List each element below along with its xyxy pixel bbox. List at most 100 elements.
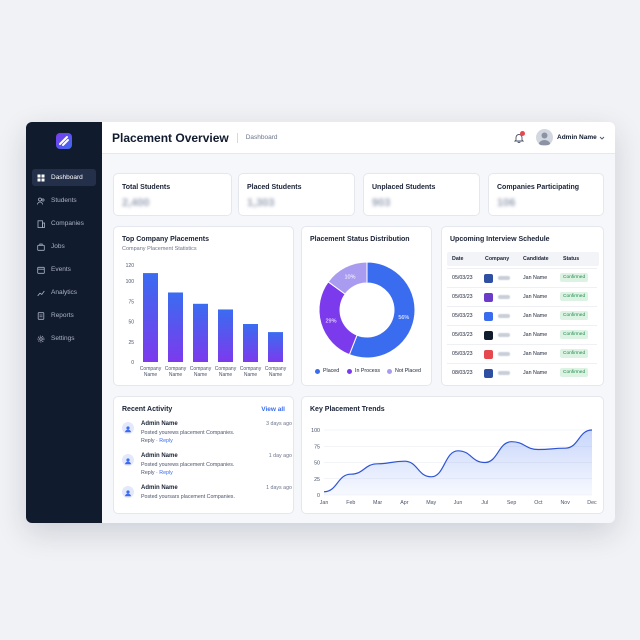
- slice-label: 29%: [325, 318, 336, 324]
- company-name-redacted: [498, 371, 510, 375]
- y-tick-label: 50: [314, 461, 320, 467]
- x-tick-label: Apr: [400, 500, 408, 506]
- y-tick-label: 25: [128, 340, 134, 346]
- users-icon: [122, 486, 134, 498]
- donut-slice: [348, 261, 416, 359]
- activity-reply: Reply · Reply: [141, 438, 173, 444]
- sidebar-item-label: Settings: [51, 335, 75, 342]
- x-tick-label: Mar: [373, 500, 382, 506]
- status-badge: Confirmed: [560, 292, 589, 301]
- stat-label: Unplaced Students: [372, 184, 436, 191]
- cell-date: 05/03/23: [452, 313, 473, 319]
- stat-card-placed-students[interactable]: Placed Students 1,303: [238, 173, 355, 216]
- x-tick-label: Sep: [507, 500, 516, 506]
- sidebar-item-reports[interactable]: Reports: [32, 307, 96, 324]
- cell-date: 08/03/23: [452, 370, 473, 376]
- cell-date: 05/03/23: [452, 332, 473, 338]
- bar: [268, 332, 283, 362]
- sidebar-item-settings[interactable]: Settings: [32, 330, 96, 347]
- activity-time: 3 days ago: [266, 421, 292, 427]
- page-title: Placement Overview: [112, 130, 229, 145]
- sidebar-item-students[interactable]: Students: [32, 192, 96, 209]
- table-row[interactable]: 05/03/23 Jan Name Confirmed: [447, 287, 597, 306]
- avatar[interactable]: [536, 129, 553, 146]
- cell-candidate: Jan Name: [523, 370, 548, 376]
- status-distribution-card: Placement Status Distribution 56% 29% 10% …: [301, 226, 432, 386]
- admin-name[interactable]: Admin Name: [557, 134, 597, 141]
- x-tick-label: Name: [144, 372, 158, 378]
- status-badge: Confirmed: [560, 349, 589, 358]
- x-tick-label: Name: [244, 372, 258, 378]
- sidebar-item-label: Reports: [51, 312, 74, 319]
- company-logo-icon: [484, 350, 493, 359]
- y-tick-label: 100: [311, 428, 320, 434]
- legend-label: Not Placed: [395, 368, 421, 374]
- app-window: Dashboard Students Companies Jobs Events Anal…: [26, 122, 615, 523]
- cell-date: 05/03/23: [452, 294, 473, 300]
- cell-candidate: Jan Name: [523, 313, 548, 319]
- table-row[interactable]: 08/03/23 Jan Name Confirmed: [447, 363, 597, 382]
- card-title: Recent Activity: [122, 406, 173, 413]
- col-date: Date: [452, 256, 464, 262]
- activity-text: Posted yourews placement Companies.: [141, 430, 235, 436]
- stat-card-total-students[interactable]: Total Students 2,400: [113, 173, 232, 216]
- card-title: Key Placement Trends: [310, 406, 385, 413]
- x-tick-label: Company: [265, 366, 287, 372]
- chat-icon: [122, 422, 134, 434]
- interview-schedule-card: Upcoming Interview Schedule Date Company…: [441, 226, 604, 386]
- table-row[interactable]: 05/03/23 Jan Name Confirmed: [447, 268, 597, 287]
- legend-label: In Process: [355, 368, 381, 374]
- card-subtitle: Company Placement Statistics: [122, 246, 197, 252]
- company-logo-icon: [484, 312, 493, 321]
- building-icon: [37, 219, 45, 228]
- sidebar-item-label: Students: [51, 197, 77, 204]
- x-tick-label: Jul: [481, 500, 488, 506]
- slice-label: 10%: [344, 275, 355, 281]
- activity-item[interactable]: Admin Name Posted yoursars placement Comp…: [122, 485, 292, 515]
- reply-link[interactable]: Reply: [159, 438, 173, 444]
- report-icon: [37, 311, 45, 320]
- sidebar-item-jobs[interactable]: Jobs: [32, 238, 96, 255]
- x-tick-label: Jun: [454, 500, 463, 506]
- activity-time: 1 day ago: [268, 453, 292, 459]
- activity-text: Posted yourews placement Companies.: [141, 462, 235, 468]
- grid-icon: [37, 174, 45, 181]
- sidebar-item-companies[interactable]: Companies: [32, 215, 96, 232]
- trend-line: [323, 429, 593, 493]
- activity-item[interactable]: Admin Name Posted yourews placement Compa…: [122, 421, 292, 451]
- legend-not-placed: Not Placed: [387, 368, 421, 374]
- company-name-redacted: [498, 314, 510, 318]
- table-row[interactable]: 05/03/23 Jan Name Confirmed: [447, 344, 597, 363]
- company-logo-icon: [484, 274, 493, 283]
- table-row[interactable]: 05/03/23 Jan Name Confirmed: [447, 325, 597, 344]
- notification-badge: [520, 131, 525, 136]
- bar-chart: 0255075100120CompanyNameCompanyNameCompa…: [126, 263, 287, 378]
- breadcrumb[interactable]: Dashboard: [245, 134, 278, 141]
- activity-item[interactable]: Admin Name Posted yourews placement Compa…: [122, 453, 292, 483]
- x-tick-label: Nov: [560, 500, 570, 506]
- stat-label: Total Students: [122, 184, 171, 191]
- stat-card-companies[interactable]: Companies Participating 106: [488, 173, 604, 216]
- calendar-icon: [37, 266, 45, 274]
- reply-link[interactable]: Reply: [159, 470, 173, 476]
- x-tick-label: Name: [269, 372, 283, 378]
- stat-card-unplaced-students[interactable]: Unplaced Students 903: [363, 173, 480, 216]
- sidebar-item-dashboard[interactable]: Dashboard: [32, 169, 96, 186]
- col-status: Status: [563, 256, 580, 262]
- card-title: Top Company Placements: [122, 236, 210, 243]
- sidebar-item-label: Analytics: [51, 289, 78, 296]
- company-logo-icon: [484, 369, 493, 378]
- user-avatar-icon: [538, 132, 551, 145]
- legend-in-process: In Process: [347, 368, 380, 374]
- sidebar-item-events[interactable]: Events: [32, 261, 96, 278]
- users-icon: [122, 454, 134, 466]
- sidebar-item-label: Events: [51, 266, 71, 273]
- table-row[interactable]: 05/03/23 Jan Name Confirmed: [447, 306, 597, 325]
- x-tick-label: Dec: [587, 500, 597, 506]
- chevron-down-icon[interactable]: [599, 135, 605, 141]
- sidebar-item-analytics[interactable]: Analytics: [32, 284, 96, 301]
- col-candidate: Candidate: [523, 256, 549, 262]
- view-all-link[interactable]: View all: [261, 406, 285, 413]
- users-icon: [37, 197, 45, 205]
- reply-prefix: Reply ·: [141, 438, 160, 444]
